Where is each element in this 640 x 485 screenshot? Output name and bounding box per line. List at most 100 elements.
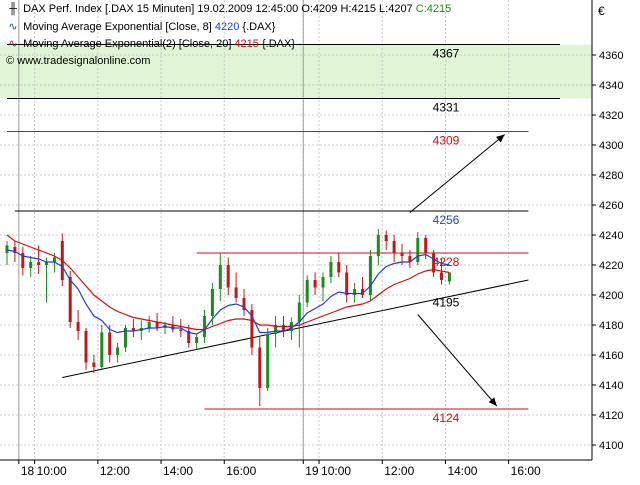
ema8-symbol: {.DAX} [242,21,276,33]
candle-body [76,322,80,331]
y-tick-label: 4140 [599,380,623,392]
level-label: 4228 [433,255,460,269]
candle-body [226,265,230,288]
y-tick-label: 4360 [599,50,623,62]
ema20-value: 4215 [234,38,259,50]
y-tick-label: 4260 [599,200,623,212]
level-label: 4256 [433,213,460,227]
candle-body [345,272,349,295]
instrument-name: DAX Perf. Index [.DAX 15 Minuten] [23,3,195,15]
trendline-label: 4195 [433,296,460,310]
y-tick-label: 4180 [599,320,623,332]
ema8-label: Moving Average Exponential [Close, 8] [23,21,212,33]
candle-body [266,334,270,388]
candle-body [250,310,254,348]
candle-body [424,238,428,253]
candle-body [195,337,199,343]
candle-body [37,262,41,265]
candlestick-icon: ╫ [9,3,17,15]
candle-body [155,322,159,328]
candle-body [179,329,183,331]
trendline [62,279,529,378]
open-value: O:4209 [301,3,338,15]
high-value: H:4215 [340,3,376,15]
level-label: 4331 [433,101,460,115]
candle-body [147,322,151,328]
candle-body [321,277,325,288]
resistance-zone [0,44,592,99]
y-tick-label: 4220 [599,260,623,272]
level-label: 4309 [433,134,460,148]
arrow-head [496,134,505,143]
candle-body [384,235,388,241]
candle-body [203,316,206,337]
candle-body [408,256,412,262]
x-tick-label: 14:00 [447,464,477,478]
candle-body [84,331,88,363]
y-tick-label: 4120 [599,410,623,422]
candle-body [368,256,372,295]
x-tick-label: 10:00 [321,464,351,478]
candle-body [274,325,278,334]
legend-ema20: ∿ Moving Average Exponential(2) [Close, … [6,37,295,50]
candle-body [416,238,420,262]
website-credit: © www.tradesignalonline.com [6,55,151,67]
arrow-head [488,397,497,406]
x-tick-label: 16:00 [226,464,256,478]
x-tick-label: 19 [305,464,319,478]
candle-body [297,302,301,322]
candle-body [171,325,175,330]
legend-header: ╫ DAX Perf. Index [.DAX 15 Minuten] 19.0… [6,3,451,15]
x-tick-label: 12:00 [100,464,130,478]
ema-fast-line [6,249,450,335]
candle-body [5,245,9,253]
y-tick-label: 4200 [599,290,623,302]
low-value: L:4207 [379,3,413,15]
legend-ema8: ∿ Moving Average Exponential [Close, 8] … [6,20,275,33]
level-label: 4367 [433,47,460,61]
candle-body [124,328,127,348]
bar-datetime: 19.02.2009 12:45:00 [197,3,299,15]
ema20-label: Moving Average Exponential(2) [Close, 20… [23,38,232,50]
level-label: 4124 [433,411,460,425]
y-tick-label: 4280 [599,170,623,182]
candle-body [392,241,396,253]
candle-body [432,253,436,273]
x-tick-label: 12:00 [384,464,414,478]
candle-body [282,325,285,331]
x-tick-label: 16:00 [511,464,541,478]
candle-body [29,262,33,268]
candle-body [305,280,309,303]
x-tick-label: 10:00 [37,464,67,478]
candle-body [337,262,341,273]
x-tick-label: 18 [21,464,35,478]
candle-body [258,347,262,388]
candle-body [13,247,17,253]
candle-body [92,362,96,367]
y-tick-label: 4320 [599,110,623,122]
ema8-value: 4220 [214,21,240,33]
ema20-symbol: {.DAX} [261,38,296,50]
candle-body [116,347,120,355]
x-tick-label: 14:00 [163,464,193,478]
candle-body [131,328,135,331]
candle-body [242,298,246,310]
candle-body [52,257,56,262]
currency-label: € [598,4,605,18]
candle-body [100,332,104,367]
candle-body [187,331,191,343]
candle-body [400,253,404,256]
y-tick-label: 4340 [599,80,623,92]
candle-body [21,253,25,268]
ema-slow-line-icon: ∿ [8,38,18,50]
y-tick-label: 4100 [599,440,623,452]
arrow-line [417,314,498,407]
candle-body [108,332,112,355]
candle-body [218,265,222,289]
y-tick-label: 4240 [599,230,623,242]
candle-body [353,289,357,295]
ema-slow-line [6,234,450,331]
y-tick-label: 4300 [599,140,623,152]
